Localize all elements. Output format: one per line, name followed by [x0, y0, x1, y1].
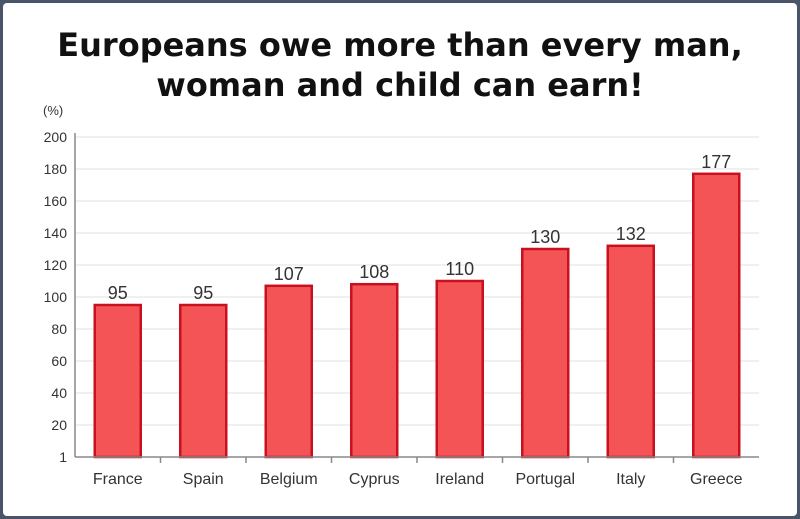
value-label: 108 — [359, 262, 389, 282]
value-label: 110 — [445, 259, 474, 279]
bar — [606, 244, 655, 459]
x-category-label: France — [93, 471, 143, 488]
y-tick-label: 200 — [44, 129, 68, 145]
bar — [179, 303, 228, 459]
bars — [93, 172, 741, 459]
y-tick-label: 100 — [44, 289, 68, 305]
chart-title-line-1: Europeans owe more than every man, — [57, 26, 743, 64]
value-label: 95 — [108, 283, 128, 303]
x-category-label: Italy — [616, 471, 645, 488]
value-label: 95 — [193, 283, 213, 303]
y-tick-label: 1 — [59, 449, 67, 465]
y-tick-label: 80 — [51, 321, 67, 337]
bar — [692, 172, 741, 459]
value-label: 132 — [616, 224, 646, 244]
y-tick-label: 60 — [51, 353, 67, 369]
chart-frame: Europeans owe more than every man, woman… — [3, 3, 797, 516]
y-tick-label: 140 — [44, 225, 68, 241]
gridlines — [75, 136, 759, 426]
bar — [521, 247, 570, 459]
y-tick-label: 160 — [44, 193, 68, 209]
x-category-label: Belgium — [260, 471, 318, 488]
bar — [350, 282, 399, 459]
y-tick-label: 120 — [44, 257, 68, 273]
chart-title-line-2: woman and child can earn! — [156, 66, 644, 104]
x-category-label: Portugal — [515, 471, 575, 488]
x-category-label: Greece — [690, 471, 743, 488]
x-category-label: Cyprus — [349, 471, 400, 488]
value-label: 130 — [530, 227, 560, 247]
value-label: 107 — [274, 264, 304, 284]
x-category-label: Ireland — [435, 471, 484, 488]
bar — [93, 303, 142, 459]
value-label: 177 — [701, 152, 731, 172]
bar — [264, 284, 313, 459]
y-tick-label: 180 — [44, 161, 68, 177]
x-category-label: Spain — [183, 471, 224, 488]
bar — [435, 279, 484, 459]
chart-title: Europeans owe more than every man, woman… — [3, 25, 797, 105]
value-labels: 95 95 107 108 110 130 132 177 — [108, 152, 732, 303]
y-unit-label: (%) — [43, 103, 63, 118]
y-tick-label: 20 — [51, 417, 67, 433]
y-tick-label: 40 — [51, 385, 67, 401]
